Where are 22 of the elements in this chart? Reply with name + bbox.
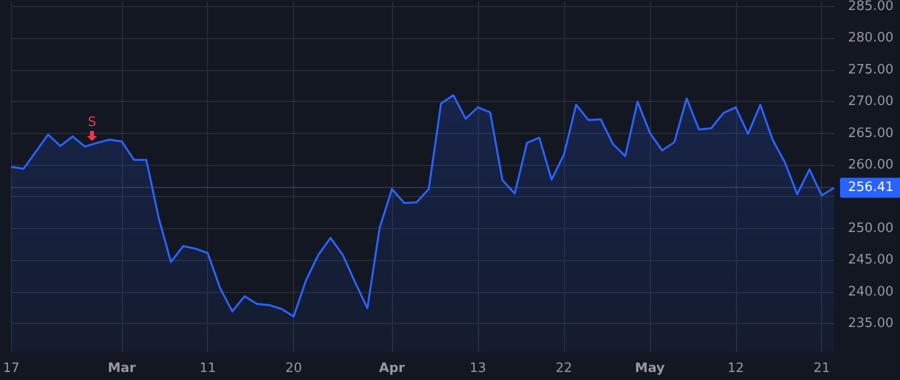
x-tick-label: 22 (556, 361, 572, 376)
x-tick-label: 21 (813, 361, 830, 376)
x-tick-label: 12 (727, 361, 744, 376)
y-tick-label: 245.00 (848, 252, 894, 268)
y-tick-label: 260.00 (848, 157, 894, 172)
y-tick-label: 275.00 (848, 62, 894, 78)
x-tick-label: Apr (379, 361, 406, 376)
y-tick-label: 235.00 (848, 316, 894, 331)
y-tick-label: 280.00 (848, 30, 894, 46)
x-tick-label: May (634, 361, 666, 376)
y-tick-label: 240.00 (848, 284, 894, 300)
ref-line-label: 256.41 (848, 180, 894, 196)
y-tick-label: 250.00 (848, 220, 894, 236)
x-tick-label: 11 (199, 361, 216, 376)
x-tick-label: 20 (285, 361, 302, 376)
y-tick-label: 270.00 (848, 94, 894, 110)
x-tick-label: 13 (470, 361, 486, 376)
x-tick-label: 17 (3, 361, 20, 376)
x-tick-label: Mar (108, 361, 136, 376)
y-tick-label: 265.00 (848, 126, 894, 141)
y-tick-label: 285.00 (848, 0, 894, 14)
annotation: S (88, 115, 96, 130)
